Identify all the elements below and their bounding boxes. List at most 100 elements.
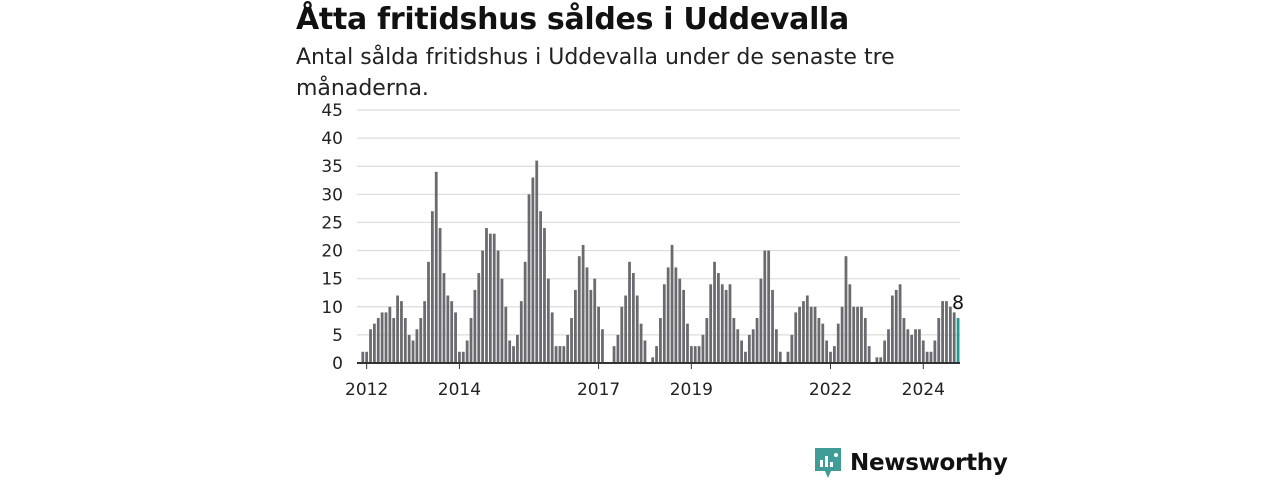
bar [581,244,585,363]
bar [635,295,639,363]
bar [720,284,724,363]
bar [616,334,620,363]
bar [790,334,794,363]
bar [597,306,600,363]
bar [848,284,852,363]
y-tick-label: 15 [321,270,343,290]
bar [465,340,469,363]
bar [825,340,829,363]
bar [531,177,535,363]
bar [369,329,372,363]
bar [918,329,921,363]
bar [407,334,411,363]
bar [601,329,604,363]
y-tick-label: 35 [321,157,343,177]
bar [519,301,523,363]
bar [933,340,937,363]
bar [454,312,457,363]
bar [763,250,767,363]
bar [543,228,546,363]
bar [921,340,925,363]
bar [906,329,910,363]
bar [879,357,883,363]
bar [832,346,836,363]
bar [817,318,821,363]
y-tick-label: 40 [321,129,343,149]
bar [550,312,554,363]
bar [689,346,693,363]
bar [488,233,492,363]
bars [361,160,960,363]
bar [945,301,948,363]
bar [701,334,705,363]
bar [546,278,550,363]
bar [809,306,813,363]
bar [740,340,743,363]
bar [786,351,790,363]
x-tick-label: 2019 [670,380,713,400]
bar [628,261,631,363]
bar [442,273,446,363]
bar [527,194,531,363]
bar [798,306,801,363]
bar [504,306,508,363]
bar [736,329,740,363]
bar [674,267,678,363]
bar [759,278,763,363]
bar [566,334,570,363]
bar [539,211,542,363]
bar [477,273,481,363]
bar [392,318,396,363]
bar [941,301,944,363]
bar [373,323,376,363]
bar [666,267,670,363]
x-axis-ticks: 2012 2014 2017 2019 2022 2024 [345,363,945,400]
bar [415,329,419,363]
bar [508,340,512,363]
bar [562,346,566,363]
bar [535,160,539,363]
x-tick-label: 2022 [809,380,852,400]
bar [794,312,798,363]
bar [434,171,438,363]
bar [593,278,597,363]
bar [473,289,477,363]
bar [948,306,952,363]
bar [813,306,817,363]
last-value-label: 8 [952,292,964,314]
bar [388,306,392,363]
newsworthy-logo-icon [815,448,841,478]
bar [631,273,635,363]
bar [589,289,593,363]
bar [659,318,662,363]
bar [697,346,701,363]
bar [574,289,577,363]
bar [624,295,628,363]
x-tick-label: 2014 [438,380,481,400]
bar [620,306,624,363]
bar [744,351,747,363]
bar [570,318,573,363]
bar [914,329,917,363]
bar [952,312,956,363]
bar [693,346,697,363]
bar [430,211,434,363]
y-tick-label: 45 [321,101,343,121]
x-tick-label: 2017 [577,380,620,400]
bar [898,284,902,363]
bar [867,346,871,363]
bar [778,351,782,363]
bar [512,346,515,363]
bar [887,329,890,363]
bar [894,289,898,363]
y-tick-label: 10 [321,298,343,318]
bar [852,306,856,363]
bar [863,318,867,363]
bar [755,318,759,363]
bar [450,301,454,363]
bar [411,340,415,363]
bar [438,228,442,363]
bar [492,233,496,363]
bar [458,351,461,363]
bar [485,228,488,363]
